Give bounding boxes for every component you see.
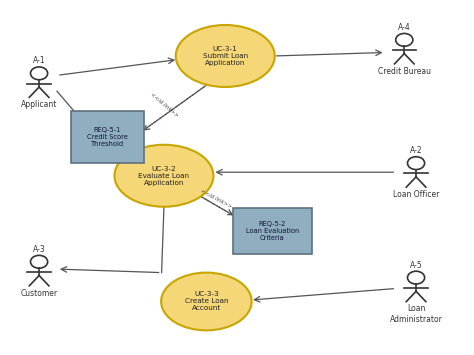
Text: <<id link>>: <<id link>> xyxy=(149,92,179,119)
Text: UC-3-1
Submit Loan
Application: UC-3-1 Submit Loan Application xyxy=(203,46,248,66)
Text: <<id link>>: <<id link>> xyxy=(199,188,232,209)
Ellipse shape xyxy=(115,145,213,207)
Text: A-2: A-2 xyxy=(410,146,422,155)
Text: REQ-5-1
Credit Score
Threshold: REQ-5-1 Credit Score Threshold xyxy=(87,127,128,147)
Text: A-1: A-1 xyxy=(33,56,46,65)
Text: UC-3-2
Evaluate Loan
Application: UC-3-2 Evaluate Loan Application xyxy=(138,166,190,186)
Text: A-5: A-5 xyxy=(410,261,422,269)
Text: Customer: Customer xyxy=(20,289,58,297)
Text: Loan
Administrator: Loan Administrator xyxy=(390,304,443,324)
Text: Loan Officer: Loan Officer xyxy=(393,190,439,199)
FancyBboxPatch shape xyxy=(233,208,312,254)
Text: A-3: A-3 xyxy=(33,245,46,254)
Text: Applicant: Applicant xyxy=(21,100,57,109)
Text: UC-3-3
Create Loan
Account: UC-3-3 Create Loan Account xyxy=(184,291,228,311)
Text: REQ-5-2
Loan Evaluation
Criteria: REQ-5-2 Loan Evaluation Criteria xyxy=(246,221,299,241)
FancyBboxPatch shape xyxy=(71,111,144,163)
Ellipse shape xyxy=(176,25,275,87)
Ellipse shape xyxy=(161,273,252,331)
Text: Credit Bureau: Credit Bureau xyxy=(378,67,431,76)
Text: A-4: A-4 xyxy=(398,23,410,32)
